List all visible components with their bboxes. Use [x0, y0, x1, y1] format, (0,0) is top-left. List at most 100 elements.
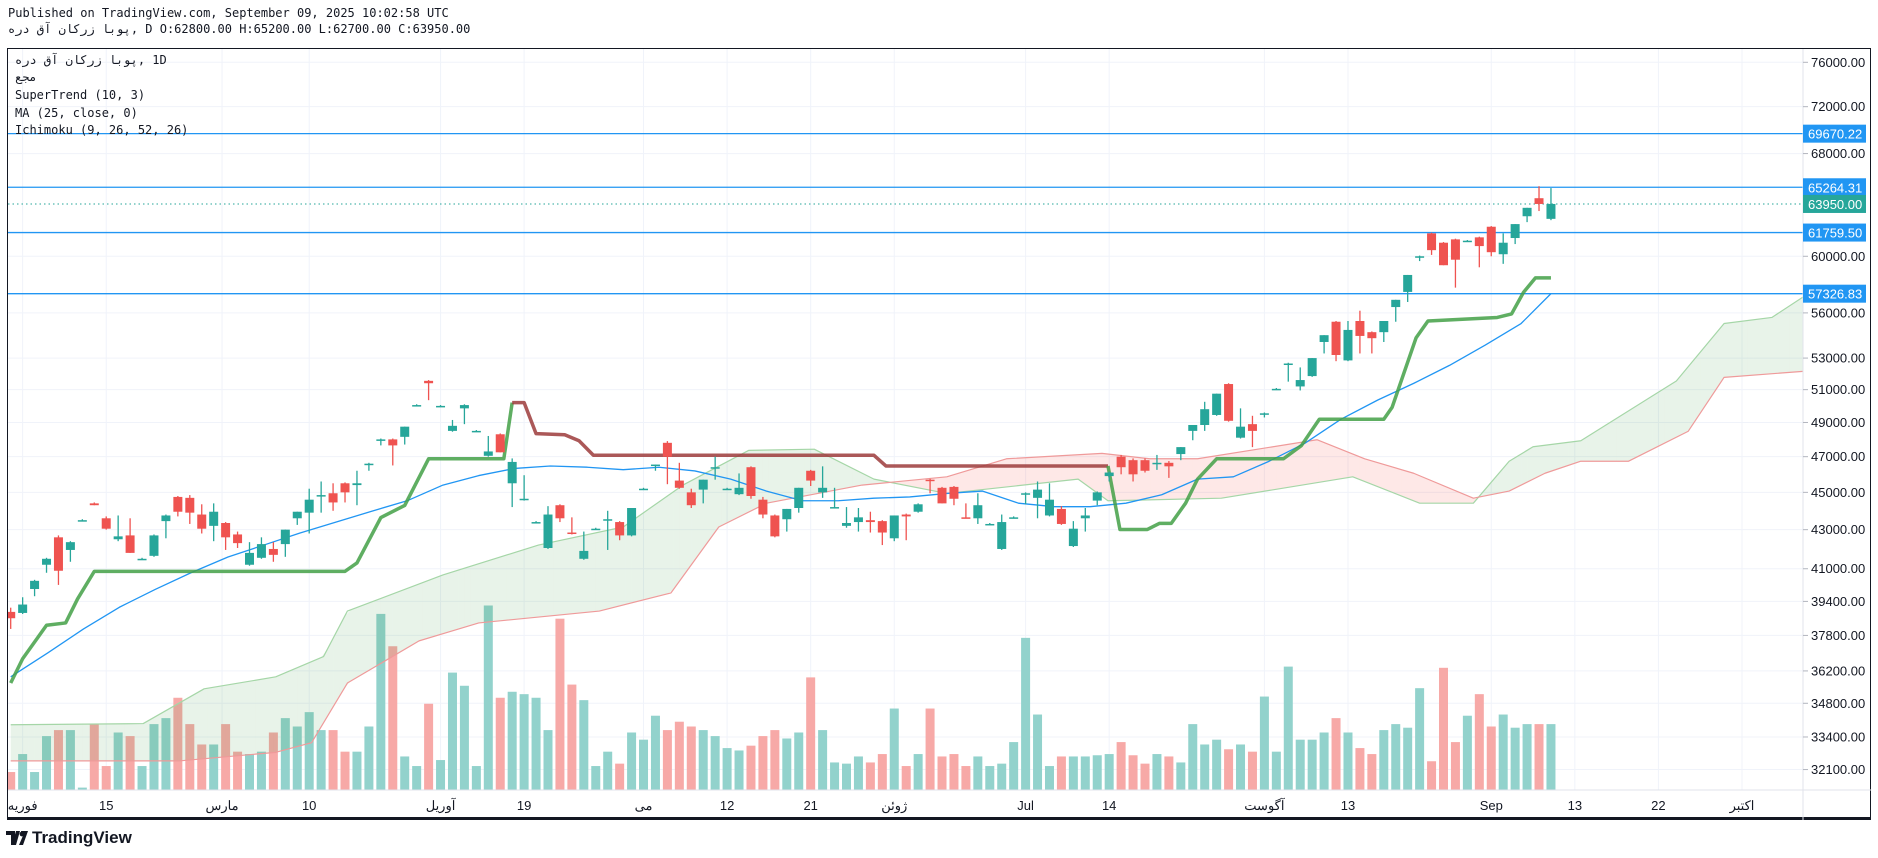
- candle[interactable]: [937, 486, 947, 504]
- candle[interactable]: [1224, 383, 1234, 422]
- candle[interactable]: [1379, 320, 1389, 342]
- candle[interactable]: [1128, 458, 1138, 482]
- candle[interactable]: [1355, 310, 1365, 354]
- candle[interactable]: [1116, 454, 1126, 475]
- candle[interactable]: [328, 483, 338, 511]
- candle[interactable]: [591, 527, 601, 531]
- candle[interactable]: [101, 516, 111, 530]
- candle[interactable]: [1259, 412, 1269, 418]
- candle[interactable]: [1164, 461, 1174, 478]
- candle[interactable]: [1021, 492, 1031, 505]
- candle[interactable]: [1188, 424, 1198, 441]
- candle[interactable]: [256, 537, 266, 559]
- candle[interactable]: [1140, 458, 1150, 473]
- candle[interactable]: [842, 507, 851, 528]
- price-axis[interactable]: 76000.00 72000.00 68000.00 60000.00 56000.00…: [1803, 55, 1866, 777]
- candle[interactable]: [1498, 233, 1508, 264]
- candle[interactable]: [639, 487, 649, 491]
- candle[interactable]: [161, 514, 171, 539]
- candle[interactable]: [1319, 335, 1329, 354]
- candle[interactable]: [149, 534, 159, 557]
- candle[interactable]: [1176, 447, 1186, 461]
- candle[interactable]: [1510, 224, 1520, 245]
- plot-area[interactable]: [6, 133, 1803, 790]
- candle[interactable]: [1200, 401, 1210, 431]
- candle[interactable]: [615, 521, 625, 541]
- candle[interactable]: [1212, 393, 1222, 416]
- candle[interactable]: [722, 487, 732, 491]
- candle[interactable]: [818, 466, 828, 498]
- candle[interactable]: [531, 521, 541, 524]
- candle[interactable]: [853, 508, 863, 532]
- candle[interactable]: [519, 475, 529, 501]
- candle[interactable]: [1391, 299, 1401, 322]
- candle[interactable]: [1415, 255, 1425, 262]
- candle[interactable]: [1247, 415, 1257, 448]
- time-axis[interactable]: فوریه 15 مارس 10 آوریل 19 می 12 21 ژوئن Jul 14 آگوست…: [8, 797, 1755, 814]
- candle[interactable]: [1236, 408, 1246, 439]
- candle[interactable]: [1104, 471, 1114, 482]
- candle[interactable]: [376, 438, 386, 446]
- candle[interactable]: [30, 579, 40, 597]
- candle[interactable]: [1283, 362, 1293, 382]
- candle[interactable]: [89, 502, 99, 506]
- candle[interactable]: [1307, 358, 1317, 377]
- candle[interactable]: [734, 473, 744, 496]
- candle[interactable]: [483, 435, 493, 457]
- candle[interactable]: [1295, 367, 1305, 391]
- candle[interactable]: [1439, 242, 1448, 266]
- candle[interactable]: [865, 511, 875, 533]
- candle[interactable]: [221, 522, 231, 550]
- candle[interactable]: [125, 518, 135, 553]
- candle[interactable]: [340, 482, 350, 503]
- candle[interactable]: [925, 478, 935, 494]
- candle[interactable]: [113, 515, 123, 542]
- candle[interactable]: [388, 438, 398, 466]
- candle[interactable]: [1450, 238, 1460, 288]
- candle[interactable]: [233, 531, 243, 548]
- candle[interactable]: [1044, 483, 1054, 517]
- candle[interactable]: [185, 495, 195, 524]
- candle[interactable]: [555, 504, 565, 523]
- candle[interactable]: [1056, 506, 1066, 525]
- candle[interactable]: [1080, 508, 1090, 532]
- candle[interactable]: [985, 523, 995, 526]
- candle[interactable]: [447, 419, 457, 432]
- candle[interactable]: [507, 458, 517, 508]
- candle[interactable]: [567, 517, 577, 535]
- candle[interactable]: [961, 503, 971, 519]
- candle[interactable]: [280, 529, 290, 557]
- candle[interactable]: [1033, 481, 1043, 519]
- candle[interactable]: [877, 520, 887, 546]
- candle[interactable]: [1546, 188, 1556, 221]
- candle[interactable]: [42, 557, 52, 573]
- candle[interactable]: [913, 503, 923, 513]
- candle[interactable]: [1331, 320, 1341, 362]
- candle[interactable]: [770, 514, 780, 538]
- candle[interactable]: [1367, 331, 1377, 354]
- candle[interactable]: [973, 493, 983, 524]
- candle[interactable]: [949, 485, 959, 506]
- legend-ichimoku[interactable]: Ichimoku (9, 26, 52, 26): [15, 123, 189, 137]
- tradingview-logo[interactable]: TradingView: [6, 828, 132, 848]
- candle[interactable]: [495, 433, 505, 453]
- candle[interactable]: [1152, 454, 1162, 470]
- candle[interactable]: [173, 496, 183, 517]
- candle[interactable]: [650, 464, 660, 471]
- candle[interactable]: [674, 462, 684, 489]
- candle[interactable]: [997, 514, 1007, 550]
- candle[interactable]: [1092, 491, 1102, 506]
- candle[interactable]: [436, 405, 446, 408]
- candle[interactable]: [889, 515, 899, 542]
- candle[interactable]: [1462, 240, 1472, 243]
- candle[interactable]: [830, 487, 840, 509]
- candle[interactable]: [209, 503, 219, 542]
- candle[interactable]: [364, 462, 374, 471]
- candle[interactable]: [1271, 388, 1281, 391]
- candle[interactable]: [1343, 320, 1353, 362]
- candle[interactable]: [65, 541, 75, 562]
- candle[interactable]: [1474, 236, 1484, 268]
- candle[interactable]: [412, 404, 422, 407]
- candle[interactable]: [18, 597, 28, 615]
